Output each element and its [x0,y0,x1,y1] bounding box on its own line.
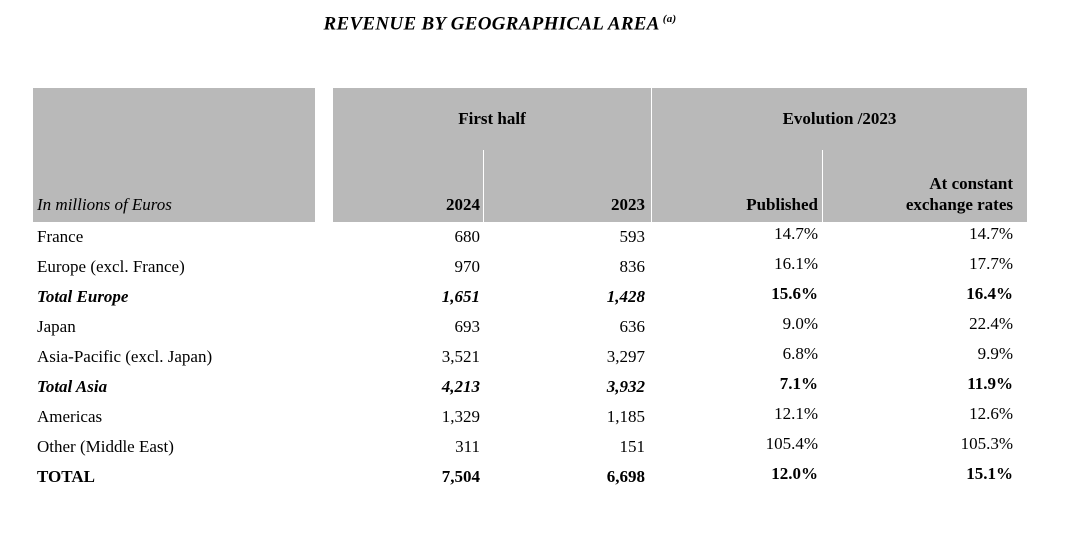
group-header-first-half: First half [333,88,651,151]
row-label: Total Asia [37,377,108,397]
value-2023: 593 [619,227,646,247]
value-2023: 3,932 [606,377,645,397]
row-label: TOTAL [37,467,95,487]
value-2023: 6,698 [606,467,645,487]
table-row: Europe (excl. France) 970 836 16.1% 17.7… [33,252,1027,282]
value-2023: 836 [619,257,646,277]
value-constant: 22.4% [969,314,1013,334]
row-label: France [37,227,84,247]
value-constant: 12.6% [969,404,1013,424]
value-2023: 151 [619,437,646,457]
table-row-subtotal: Total Asia 4,213 3,932 7.1% 11.9% [33,372,1027,402]
value-constant: 105.3% [960,434,1013,454]
corner-cell: In millions of Euros [33,88,333,223]
table-header: In millions of Euros First half Evolutio… [33,88,1027,223]
value-2024: 970 [454,257,481,277]
value-2023: 3,297 [606,347,645,367]
table-row: Other (Middle East) 311 151 105.4% 105.3… [33,432,1027,462]
value-published: 7.1% [779,374,818,394]
group-header-evolution: Evolution /2023 [651,88,1027,151]
value-2023: 1,185 [606,407,645,427]
table-row-total: TOTAL 7,504 6,698 12.0% 15.1% [33,462,1027,492]
value-constant: 9.9% [977,344,1013,364]
page-title: REVENUE BY GEOGRAPHICAL AREA (a) [33,13,1027,35]
value-constant: 17.7% [969,254,1013,274]
value-constant: 11.9% [967,374,1013,394]
value-2023: 636 [619,317,646,337]
value-published: 6.8% [782,344,818,364]
value-published: 9.0% [782,314,818,334]
row-label: Other (Middle East) [37,437,174,457]
revenue-table: In millions of Euros First half Evolutio… [33,88,1027,492]
value-published: 16.1% [774,254,818,274]
value-2024: 4,213 [441,377,480,397]
footnote-marker: (a) [662,13,677,25]
row-label: Americas [37,407,103,427]
column-header-constant-rates: At constant exchange rates [822,150,1027,223]
unit-label: In millions of Euros [37,195,172,215]
value-published: 105.4% [765,434,818,454]
value-2024: 1,329 [441,407,480,427]
row-label: Total Europe [37,287,129,307]
value-constant: 14.7% [969,224,1013,244]
value-published: 12.1% [774,404,818,424]
row-label: Europe (excl. France) [37,257,185,277]
value-2024: 1,651 [441,287,480,307]
table-row: Japan 693 636 9.0% 22.4% [33,312,1027,342]
value-published: 12.0% [771,464,818,484]
table-row: France 680 593 14.7% 14.7% [33,222,1027,252]
value-constant: 15.1% [966,464,1013,484]
table-row: Asia-Pacific (excl. Japan) 3,521 3,297 6… [33,342,1027,372]
value-2024: 3,521 [441,347,480,367]
value-2024: 680 [454,227,481,247]
column-header-published: Published [651,150,822,223]
column-header-2023: 2023 [483,150,651,223]
value-2023: 1,428 [606,287,645,307]
value-2024: 693 [454,317,481,337]
table-row: Americas 1,329 1,185 12.1% 12.6% [33,402,1027,432]
value-constant: 16.4% [966,284,1013,304]
value-2024: 7,504 [441,467,480,487]
row-label: Japan [37,317,76,337]
value-published: 15.6% [771,284,818,304]
title-text: REVENUE BY GEOGRAPHICAL AREA [323,13,660,35]
value-published: 14.7% [774,224,818,244]
column-header-2024: 2024 [333,150,483,223]
row-label: Asia-Pacific (excl. Japan) [37,347,213,367]
value-2024: 311 [455,437,480,457]
table-row-subtotal: Total Europe 1,651 1,428 15.6% 16.4% [33,282,1027,312]
